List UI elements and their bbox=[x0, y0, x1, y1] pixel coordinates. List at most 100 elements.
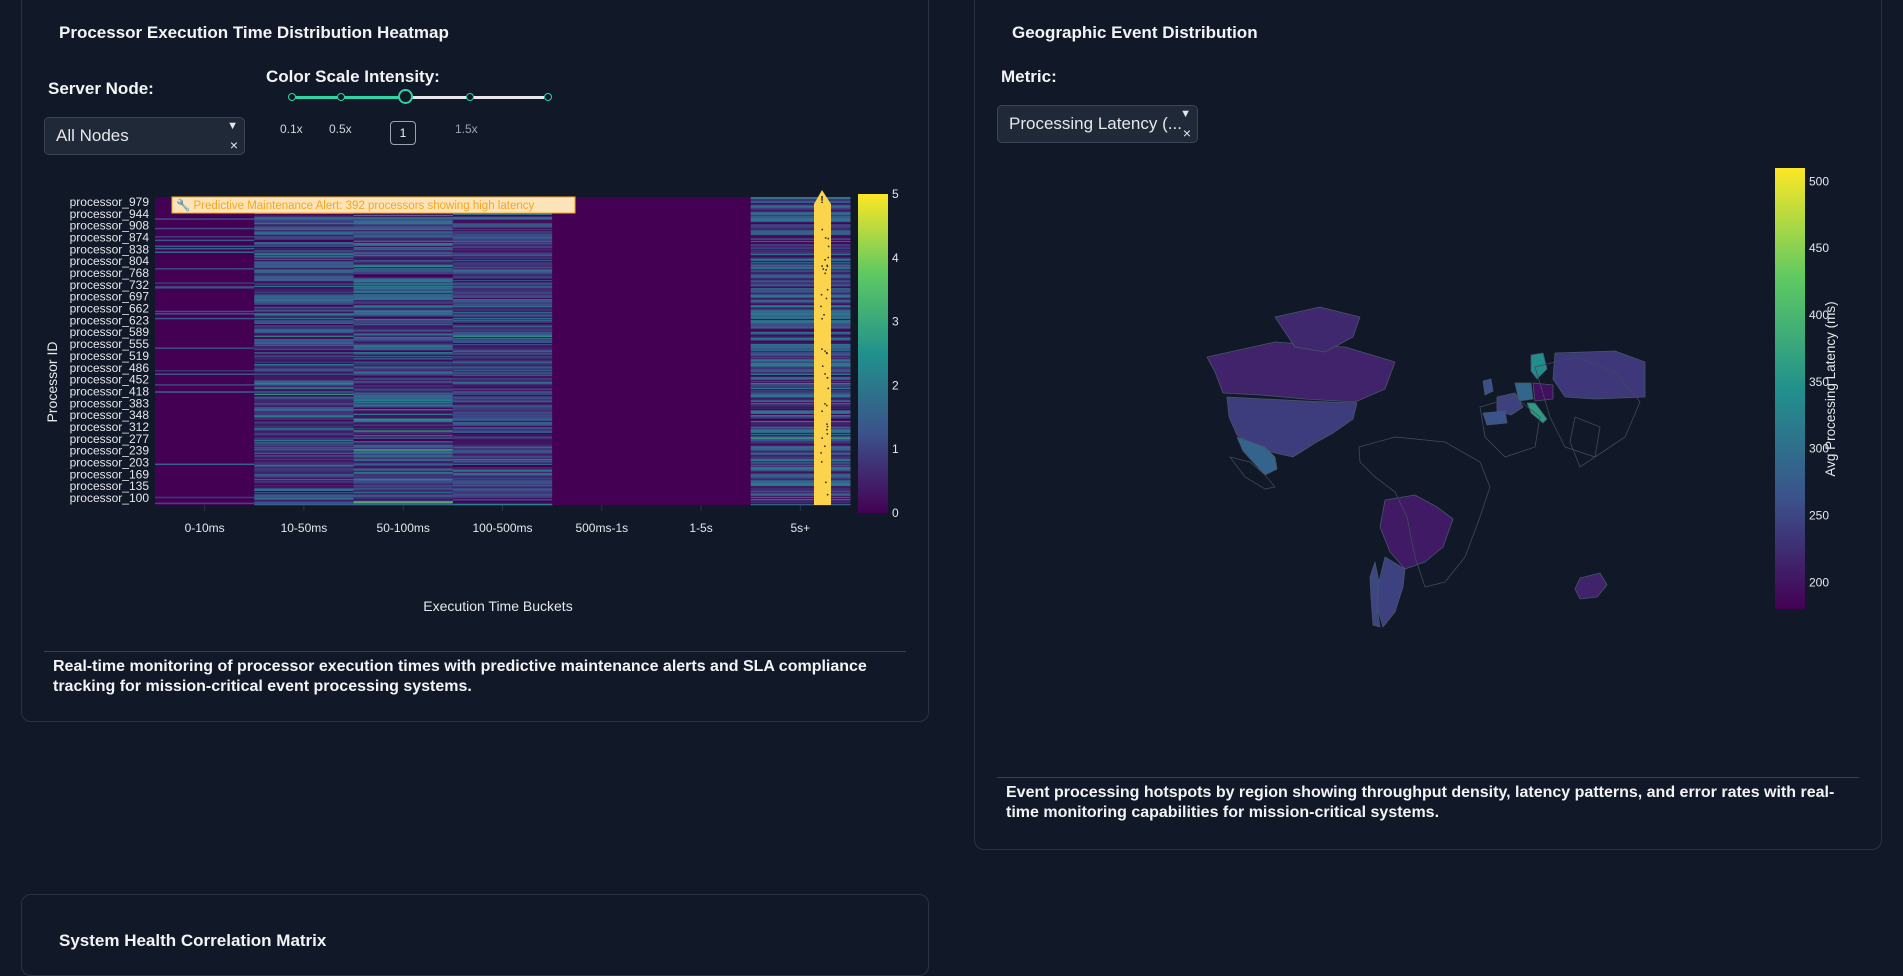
heatmap-cell bbox=[353, 259, 454, 262]
heatmap-cell bbox=[353, 330, 454, 333]
metric-dropdown[interactable]: Processing Latency (... ▼ × bbox=[997, 105, 1198, 143]
heatmap-cell bbox=[750, 356, 851, 359]
geo-map-chart[interactable]: 500 450 400 350 300 250 200 Avg Processing Lat… bbox=[975, 157, 1881, 737]
colorbar-tick: 200 bbox=[1809, 575, 1829, 589]
clear-icon[interactable]: × bbox=[1182, 125, 1191, 141]
server-node-dropdown[interactable]: All Nodes ▼ × bbox=[44, 117, 245, 155]
heatmap-cell bbox=[452, 257, 553, 259]
heatmap-cell bbox=[353, 321, 454, 323]
region-germany[interactable] bbox=[1514, 382, 1534, 402]
heatmap-cell bbox=[750, 297, 851, 300]
heatmap-cell bbox=[750, 354, 851, 357]
heatmap-cell bbox=[254, 480, 355, 482]
heatmap-cell bbox=[353, 449, 454, 451]
heatmap-cell bbox=[452, 300, 553, 302]
heatmap-cell bbox=[750, 281, 851, 283]
heatmap-cell bbox=[750, 494, 851, 496]
heatmap-cell bbox=[750, 298, 851, 301]
heatmap-cell bbox=[452, 422, 553, 424]
heatmap-cell bbox=[353, 470, 454, 473]
heatmap-cell bbox=[750, 332, 851, 334]
heatmap-cell bbox=[254, 247, 355, 250]
heatmap-cell bbox=[452, 231, 553, 233]
region-greenland[interactable] bbox=[1274, 306, 1361, 353]
heatmap-cell bbox=[353, 288, 454, 290]
heatmap-cell bbox=[254, 386, 355, 389]
heatmap-cell bbox=[750, 224, 851, 226]
heatmap-cell bbox=[353, 483, 454, 486]
slider-dot[interactable] bbox=[544, 93, 552, 101]
heatmap-cell bbox=[750, 284, 851, 287]
region-argentina[interactable] bbox=[1376, 556, 1406, 628]
region-south-africa[interactable] bbox=[1574, 572, 1608, 600]
intensity-slider[interactable] bbox=[288, 89, 554, 119]
heatmap-cell bbox=[353, 349, 454, 352]
heatmap-cell bbox=[254, 499, 355, 501]
heatmap-cell bbox=[452, 449, 553, 451]
slider-dot[interactable] bbox=[466, 93, 474, 101]
region-russia[interactable] bbox=[1552, 350, 1646, 400]
heatmap-cell bbox=[254, 228, 355, 231]
heatmap-cell bbox=[750, 397, 851, 399]
slider-handle[interactable] bbox=[398, 89, 413, 104]
heatmap-cell bbox=[452, 291, 553, 294]
region-poland[interactable] bbox=[1532, 382, 1554, 402]
heatmap-cell bbox=[254, 288, 355, 290]
heatmap-cell bbox=[353, 494, 454, 496]
chevron-down-icon[interactable]: ▼ bbox=[1180, 108, 1191, 120]
heatmap-cell bbox=[750, 488, 851, 490]
heatmap-cell bbox=[750, 285, 851, 288]
slider-dot[interactable] bbox=[337, 93, 345, 101]
slider-dot[interactable] bbox=[288, 93, 296, 101]
heatmap-cell bbox=[750, 382, 851, 385]
heatmap-cell bbox=[353, 491, 454, 494]
heatmap-cell bbox=[452, 334, 553, 336]
heatmap-cell bbox=[353, 452, 454, 455]
heatmap-cell bbox=[254, 236, 355, 238]
heatmap-cell bbox=[353, 373, 454, 375]
heatmap-cell bbox=[353, 378, 454, 380]
heatmap-cell bbox=[750, 469, 851, 471]
y-tick-label: processor_519 bbox=[70, 349, 150, 363]
heatmap-chart[interactable]: processor_979processor_944processor_908p… bbox=[22, 177, 928, 647]
heatmap-cell bbox=[254, 302, 355, 304]
heatmap-title: Processor Execution Time Distribution He… bbox=[59, 23, 449, 42]
heatmap-cell bbox=[254, 477, 355, 480]
heatmap-cell bbox=[750, 450, 851, 452]
heatmap-cell bbox=[452, 301, 553, 303]
heatmap-cell bbox=[254, 333, 355, 335]
heatmap-cell bbox=[452, 271, 553, 274]
region-brazil[interactable] bbox=[1379, 494, 1454, 570]
region-uk[interactable] bbox=[1482, 378, 1494, 396]
heatmap-cell bbox=[750, 288, 851, 290]
heatmap-cell bbox=[452, 274, 553, 276]
region-canada[interactable] bbox=[1206, 341, 1396, 403]
heatmap-cell bbox=[750, 328, 851, 330]
region-chile[interactable] bbox=[1369, 561, 1381, 628]
region-italy[interactable] bbox=[1526, 402, 1548, 424]
heatmap-cell bbox=[353, 454, 454, 456]
chevron-down-icon[interactable]: ▼ bbox=[227, 120, 238, 132]
region-spain[interactable] bbox=[1482, 410, 1508, 426]
heatmap-cell bbox=[750, 245, 851, 248]
heatmap-cell bbox=[750, 468, 851, 470]
heatmap-cell bbox=[353, 444, 454, 447]
heatmap-cell bbox=[750, 499, 851, 501]
heatmap-cell bbox=[254, 442, 355, 444]
heatmap-cell bbox=[155, 373, 255, 375]
heatmap-cell bbox=[750, 429, 851, 431]
y-tick-label: processor_662 bbox=[70, 302, 150, 316]
heatmap-cell bbox=[254, 444, 355, 447]
heatmap-cell bbox=[254, 432, 355, 435]
alert-marker bbox=[821, 365, 824, 367]
region-usa[interactable] bbox=[1226, 396, 1358, 458]
middle-east-outline bbox=[1479, 396, 1541, 458]
heatmap-cell bbox=[750, 436, 851, 438]
region-mexico[interactable] bbox=[1236, 436, 1278, 476]
y-tick-label: processor_169 bbox=[70, 467, 150, 481]
heatmap-cell bbox=[254, 437, 355, 439]
heatmap-cell bbox=[750, 315, 851, 317]
heatmap-cell bbox=[750, 218, 851, 220]
heatmap-cell bbox=[254, 467, 355, 469]
clear-icon[interactable]: × bbox=[229, 137, 238, 153]
